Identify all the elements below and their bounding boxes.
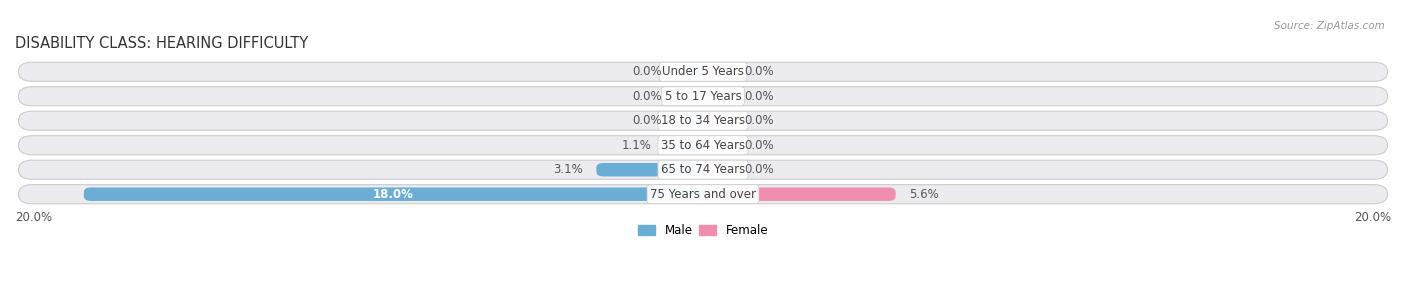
FancyBboxPatch shape	[703, 65, 731, 79]
FancyBboxPatch shape	[703, 163, 731, 177]
Text: 35 to 64 Years: 35 to 64 Years	[661, 139, 745, 152]
Text: 0.0%: 0.0%	[744, 65, 773, 78]
Text: Under 5 Years: Under 5 Years	[662, 65, 744, 78]
Text: 65 to 74 Years: 65 to 74 Years	[661, 163, 745, 176]
FancyBboxPatch shape	[703, 139, 731, 152]
Text: 0.0%: 0.0%	[744, 90, 773, 103]
Text: 0.0%: 0.0%	[744, 114, 773, 127]
FancyBboxPatch shape	[703, 114, 731, 128]
FancyBboxPatch shape	[18, 111, 1388, 130]
FancyBboxPatch shape	[18, 160, 1388, 179]
FancyBboxPatch shape	[675, 65, 703, 79]
FancyBboxPatch shape	[84, 188, 703, 201]
Legend: Male, Female: Male, Female	[633, 219, 773, 242]
Text: 0.0%: 0.0%	[633, 114, 662, 127]
Text: 5.6%: 5.6%	[910, 188, 939, 201]
Text: Source: ZipAtlas.com: Source: ZipAtlas.com	[1274, 21, 1385, 32]
Text: 0.0%: 0.0%	[744, 139, 773, 152]
Text: 18.0%: 18.0%	[373, 188, 413, 201]
Text: 20.0%: 20.0%	[15, 211, 52, 224]
FancyBboxPatch shape	[18, 87, 1388, 106]
FancyBboxPatch shape	[675, 90, 703, 103]
Text: 3.1%: 3.1%	[553, 163, 582, 176]
FancyBboxPatch shape	[18, 136, 1388, 155]
Text: 0.0%: 0.0%	[744, 163, 773, 176]
FancyBboxPatch shape	[18, 62, 1388, 81]
FancyBboxPatch shape	[18, 185, 1388, 204]
FancyBboxPatch shape	[675, 114, 703, 128]
Text: 5 to 17 Years: 5 to 17 Years	[665, 90, 741, 103]
Text: 0.0%: 0.0%	[633, 90, 662, 103]
FancyBboxPatch shape	[703, 188, 896, 201]
Text: 0.0%: 0.0%	[633, 65, 662, 78]
FancyBboxPatch shape	[703, 90, 731, 103]
Text: 1.1%: 1.1%	[621, 139, 651, 152]
Text: 75 Years and over: 75 Years and over	[650, 188, 756, 201]
Text: DISABILITY CLASS: HEARING DIFFICULTY: DISABILITY CLASS: HEARING DIFFICULTY	[15, 36, 308, 51]
Text: 18 to 34 Years: 18 to 34 Years	[661, 114, 745, 127]
FancyBboxPatch shape	[665, 139, 703, 152]
FancyBboxPatch shape	[596, 163, 703, 177]
Text: 20.0%: 20.0%	[1354, 211, 1391, 224]
